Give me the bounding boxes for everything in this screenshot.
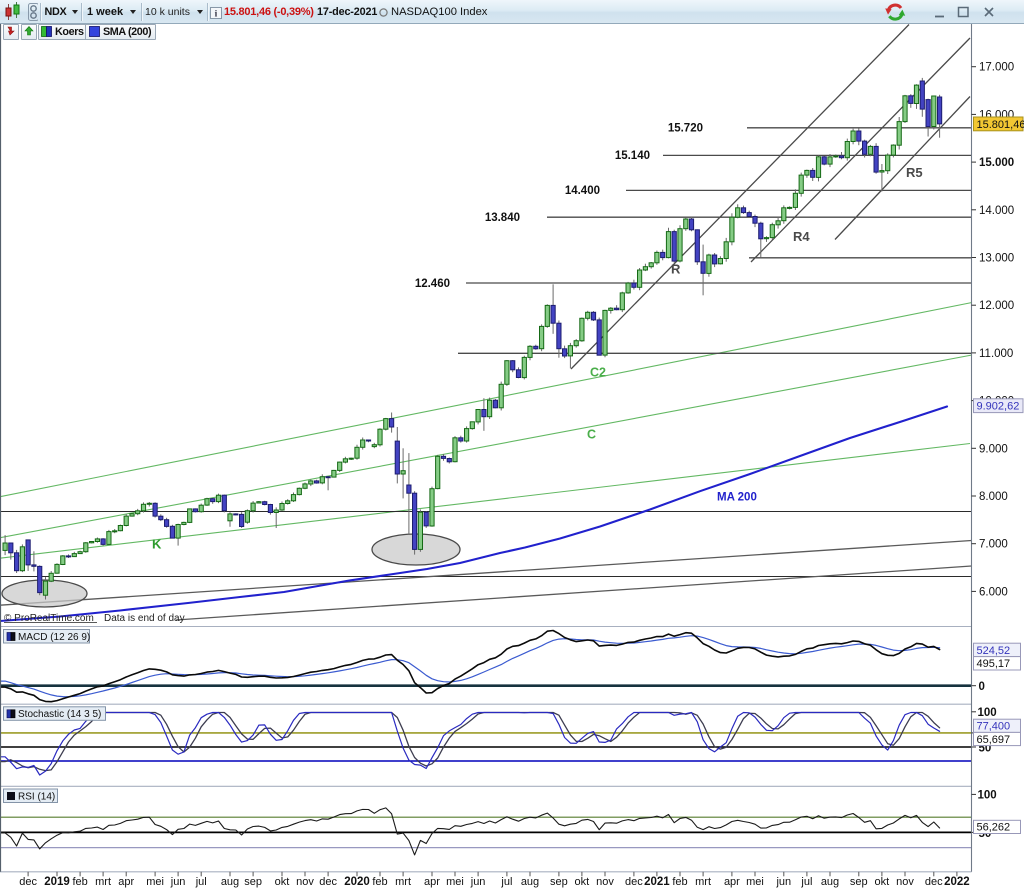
svg-text:56,262: 56,262 [977, 822, 1011, 834]
svg-text:MA 200: MA 200 [717, 492, 757, 504]
svg-text:feb: feb [672, 876, 687, 888]
svg-text:6.000: 6.000 [979, 586, 1008, 598]
svg-text:jul: jul [800, 876, 812, 888]
svg-text:nov: nov [296, 876, 314, 888]
svg-text:13.000: 13.000 [979, 253, 1014, 265]
svg-text:mrt: mrt [95, 876, 111, 888]
svg-text:2022: 2022 [944, 876, 970, 888]
svg-text:nov: nov [896, 876, 914, 888]
svg-text:jun: jun [470, 876, 486, 888]
svg-text:dec: dec [19, 876, 37, 888]
svg-text:14.400: 14.400 [565, 185, 600, 197]
svg-text:jun: jun [775, 876, 791, 888]
svg-text:65,697: 65,697 [977, 734, 1011, 746]
svg-text:0: 0 [979, 681, 985, 693]
svg-text:© ProRealTime.com: © ProRealTime.com [4, 613, 94, 624]
svg-text:aug: aug [821, 876, 839, 888]
svg-text:14.000: 14.000 [979, 205, 1014, 217]
svg-text:aug: aug [521, 876, 539, 888]
svg-text:dec: dec [625, 876, 643, 888]
svg-text:R4: R4 [793, 229, 810, 244]
svg-text:mei: mei [746, 876, 764, 888]
svg-text:100: 100 [978, 707, 997, 719]
svg-text:11.000: 11.000 [979, 348, 1013, 360]
svg-text:524,52: 524,52 [977, 645, 1011, 657]
svg-text:495,17: 495,17 [977, 658, 1011, 670]
svg-text:Data is end of day: Data is end of day [104, 613, 185, 624]
svg-text:8.000: 8.000 [979, 491, 1008, 503]
svg-text:apr: apr [724, 876, 740, 888]
svg-text:2020: 2020 [344, 876, 370, 888]
svg-text:MACD (12 26 9): MACD (12 26 9) [18, 632, 90, 643]
svg-text:13.840: 13.840 [485, 212, 520, 224]
svg-text:15.720: 15.720 [668, 123, 703, 135]
svg-text:sep: sep [850, 876, 868, 888]
svg-text:apr: apr [424, 876, 440, 888]
svg-text:feb: feb [372, 876, 387, 888]
svg-text:Stochastic (14 3 5): Stochastic (14 3 5) [18, 709, 101, 720]
svg-text:RSI (14): RSI (14) [18, 791, 55, 802]
svg-text:15.000: 15.000 [979, 157, 1014, 169]
svg-text:jul: jul [195, 876, 207, 888]
svg-text:12.000: 12.000 [979, 300, 1014, 312]
svg-text:2019: 2019 [44, 876, 70, 888]
svg-text:feb: feb [72, 876, 87, 888]
svg-text:sep: sep [244, 876, 262, 888]
svg-text:aug: aug [221, 876, 239, 888]
svg-text:12.460: 12.460 [415, 278, 450, 290]
svg-text:i: i [214, 9, 217, 19]
svg-text:R: R [671, 262, 681, 277]
svg-text:apr: apr [118, 876, 134, 888]
svg-text:dec: dec [319, 876, 337, 888]
svg-text:R5: R5 [906, 165, 923, 180]
svg-text:15.801,46: 15.801,46 [977, 119, 1024, 131]
svg-text:C: C [587, 428, 596, 442]
svg-text:sep: sep [550, 876, 568, 888]
svg-text:77,400: 77,400 [977, 721, 1011, 733]
svg-text:15.140: 15.140 [615, 150, 650, 162]
svg-text:okt: okt [575, 876, 590, 888]
svg-text:mei: mei [446, 876, 464, 888]
svg-text:2021: 2021 [644, 876, 670, 888]
svg-text:okt: okt [875, 876, 890, 888]
svg-text:mrt: mrt [695, 876, 711, 888]
svg-text:9.000: 9.000 [979, 443, 1008, 455]
svg-text:100: 100 [978, 790, 997, 802]
svg-text:9.902,62: 9.902,62 [977, 401, 1020, 413]
svg-text:K: K [152, 537, 162, 552]
svg-text:dec: dec [925, 876, 943, 888]
svg-text:nov: nov [596, 876, 614, 888]
svg-text:okt: okt [275, 876, 290, 888]
svg-text:7.000: 7.000 [979, 539, 1008, 551]
svg-text:C2: C2 [590, 366, 606, 380]
svg-text:17.000: 17.000 [979, 62, 1014, 74]
svg-text:mei: mei [146, 876, 164, 888]
svg-text:mrt: mrt [395, 876, 411, 888]
svg-text:jul: jul [500, 876, 512, 888]
svg-text:jun: jun [170, 876, 186, 888]
